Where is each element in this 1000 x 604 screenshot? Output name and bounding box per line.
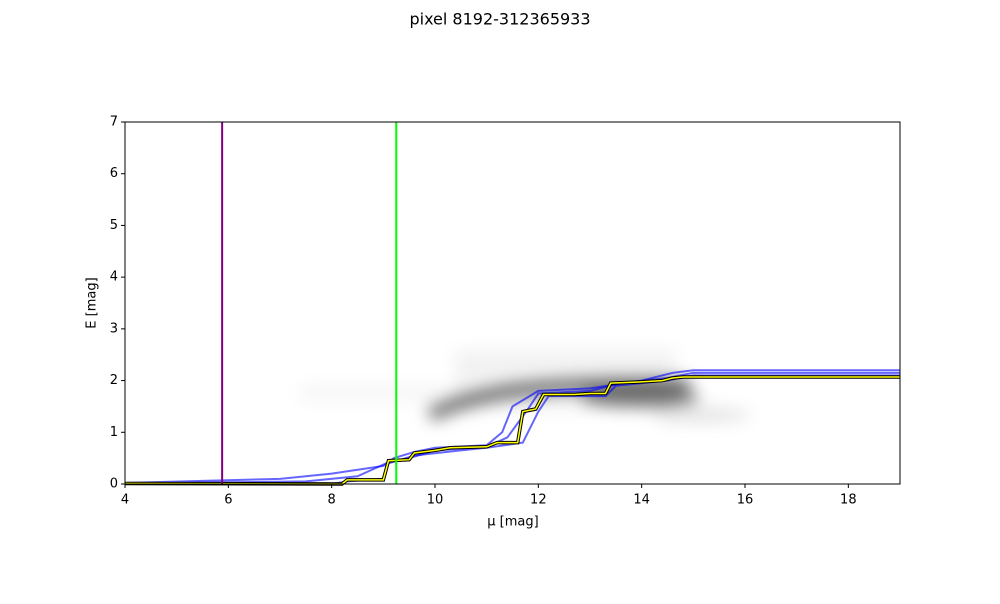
x-tick-label: 6	[224, 493, 232, 508]
y-tick-label: 4	[110, 270, 118, 285]
x-tick-label: 10	[427, 493, 444, 508]
y-tick-label: 3	[110, 321, 118, 336]
x-axis-label: μ [mag]	[487, 515, 538, 530]
y-tick-label: 6	[110, 166, 118, 181]
y-tick-label: 1	[110, 425, 118, 440]
y-tick-label: 7	[110, 115, 118, 130]
x-tick-label: 14	[633, 493, 650, 508]
y-tick-label: 0	[110, 477, 118, 492]
x-tick-label: 18	[840, 493, 857, 508]
x-tick-label: 8	[328, 493, 336, 508]
sample-line	[124, 369, 900, 484]
y-tick-label: 2	[110, 373, 118, 388]
y-tick-label: 5	[110, 218, 118, 233]
plot-frame	[124, 121, 901, 485]
x-tick-label: 4	[121, 493, 129, 508]
y-axis-label: E [mag]	[85, 277, 100, 328]
density-cloud	[300, 350, 750, 423]
x-tick-label: 12	[530, 493, 547, 508]
x-tick-label: 16	[737, 493, 754, 508]
best-fit-line	[124, 376, 900, 485]
chart-title: pixel 8192-312365933	[409, 10, 590, 29]
